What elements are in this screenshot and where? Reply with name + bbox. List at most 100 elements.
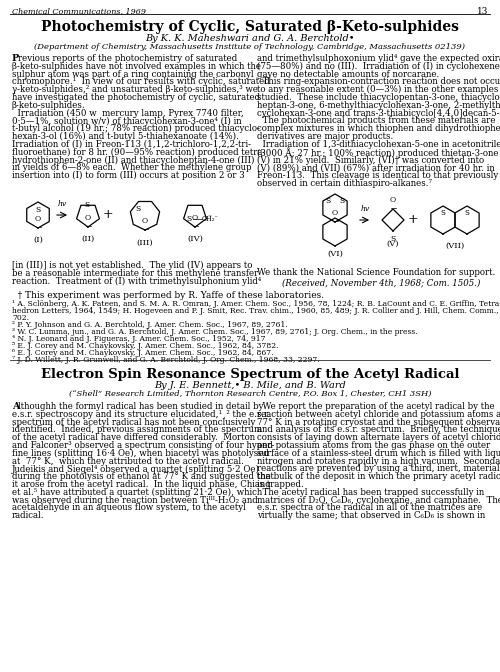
Text: A: A [12, 402, 20, 411]
Text: O: O [85, 214, 91, 222]
Text: Irradiation of (I) in Freon-113 (1,1,2-trichloro-1,2,2-tri-: Irradiation of (I) in Freon-113 (1,1,2-t… [12, 140, 251, 149]
Text: gave no detectable amounts of norcarane.: gave no detectable amounts of norcarane. [257, 70, 440, 79]
Text: fine lines (splitting 16·4 Oe), when biacetyl was photolysed: fine lines (splitting 16·4 Oe), when bia… [12, 449, 269, 458]
Text: ³ W. C. Lumma, jun., and G. A. Berchtold, J. Amer. Chem. Soc., 1967, 89, 2761; J: ³ W. C. Lumma, jun., and G. A. Berchtold… [12, 328, 418, 336]
Text: (3000 Å; 27 hr.; 100% reaction) produced thietan-3-one: (3000 Å; 27 hr.; 100% reaction) produced… [257, 148, 498, 159]
Text: derivatives are major products.: derivatives are major products. [257, 132, 393, 141]
Text: acetaldehyde in an aqueous flow system, to the acetyl: acetaldehyde in an aqueous flow system, … [12, 503, 246, 512]
Text: [in (III)] is not yet established.  The ylid (IV) appears to: [in (III)] is not yet established. The y… [12, 261, 252, 270]
Text: S: S [464, 209, 469, 217]
Text: the bulk of the deposit in which the primary acetyl radical: the bulk of the deposit in which the pri… [257, 472, 500, 481]
Text: cyclohexan-3-one and trans-3-thiabicyclo[4,4,0]decan-5-one.: cyclohexan-3-one and trans-3-thiabicyclo… [257, 109, 500, 118]
Text: lthoughh the formyl radical has been studied in detail by: lthoughh the formyl radical has been stu… [18, 402, 264, 411]
Text: is trapped.: is trapped. [257, 480, 304, 489]
Text: ² P. Y. Johnson and G. A. Berchtold, J. Amer. Chem. Soc., 1967, 89, 2761.: ² P. Y. Johnson and G. A. Berchtold, J. … [12, 321, 288, 329]
Text: matrices of D₂O, C₆D₆, cyclohexane, and camphane.  The: matrices of D₂O, C₆D₆, cyclohexane, and … [257, 496, 500, 505]
Text: (VI): (VI) [327, 250, 343, 258]
Text: S: S [325, 197, 330, 205]
Text: † This experiment was performed by R. Yaffe of these laboratories.: † This experiment was performed by R. Ya… [12, 291, 324, 300]
Text: +: + [408, 214, 418, 226]
Text: This ring-expansion-contraction reaction does not occur: This ring-expansion-contraction reaction… [257, 77, 500, 87]
Text: and analysis of its e.s.r. spectrum.  Briefly, the technique,⁶: and analysis of its e.s.r. spectrum. Bri… [257, 425, 500, 434]
Text: Freon-113.  This cleavage is identical to that previously: Freon-113. This cleavage is identical to… [257, 171, 498, 180]
Text: virtually the same; that observed in C₆D₆ is shown in: virtually the same; that observed in C₆D… [257, 511, 485, 520]
Text: γ-keto-sulphides,² and unsaturated β-keto-sulphides,³ we: γ-keto-sulphides,² and unsaturated β-ket… [12, 85, 258, 94]
Text: fluoroethane) for 8 hr. (90—95% reaction) produced tetra-: fluoroethane) for 8 hr. (90—95% reaction… [12, 148, 265, 157]
Text: O: O [35, 215, 41, 223]
Text: have investigated the photochemistry of cyclic, saturated: have investigated the photochemistry of … [12, 93, 260, 102]
Text: consists of laying down alternate layers of acetyl chloride: consists of laying down alternate layers… [257, 433, 500, 442]
Text: reactions are prevented by using a third, inert, material as: reactions are prevented by using a third… [257, 464, 500, 473]
Text: S: S [36, 206, 41, 214]
Text: was observed during the reaction between Tiᴵᴵᴵ-H₂O₂ and: was observed during the reaction between… [12, 496, 258, 505]
Text: nitrogen and rotates rapidly in a high vacuum.  Secondary: nitrogen and rotates rapidly in a high v… [257, 456, 500, 466]
Text: hedron Letters, 1964, 1549; H. Hogeveen and P. J. Smit, Rec. Trav. chim., 1960, : hedron Letters, 1964, 1549; H. Hogeveen … [12, 307, 500, 315]
Text: ⁷ J. D. Willett, J. R. Grunwell, and G. A. Berchtold, J. Org. Chem., 1968, 33, 2: ⁷ J. D. Willett, J. R. Grunwell, and G. … [12, 356, 320, 364]
Text: it arose from the acetyl radical.  In the liquid phase, Chiang: it arose from the acetyl radical. In the… [12, 480, 271, 489]
Text: and potassium atoms from the gas phase on the outer: and potassium atoms from the gas phase o… [257, 441, 490, 450]
Text: et al.⁵ have attributed a quartet (splitting 21·2 Oe), which: et al.⁵ have attributed a quartet (split… [12, 488, 262, 497]
Text: Photochemistry of Cyclic, Saturated β-Keto-sulphides: Photochemistry of Cyclic, Saturated β-Ke… [41, 20, 459, 34]
Text: in yields of 6—8% each.  Whether the methylene group: in yields of 6—8% each. Whether the meth… [12, 163, 252, 172]
Text: O: O [332, 209, 338, 217]
Text: (III): (III) [136, 239, 154, 247]
Text: observed in certain dithiaspiro-alkanes.⁷: observed in certain dithiaspiro-alkanes.… [257, 179, 432, 187]
Text: +: + [102, 208, 114, 222]
Text: By K. K. Maheshwari and G. A. Berchtold•: By K. K. Maheshwari and G. A. Berchtold• [145, 34, 355, 43]
Text: O: O [192, 214, 198, 222]
Text: complex mixtures in which thiophen and dihydrothiophen: complex mixtures in which thiophen and d… [257, 124, 500, 133]
Text: β-keto-sulphides.: β-keto-sulphides. [12, 101, 86, 110]
Text: and Falconer³ observed a spectrum consisting of four hyper-: and Falconer³ observed a spectrum consis… [12, 441, 274, 450]
Text: (IV): (IV) [187, 235, 203, 243]
Text: P: P [12, 54, 19, 63]
Text: (V): (V) [387, 240, 399, 248]
Text: ⁴ N. J. Leonard and J. Figueras, J. Amer. Chem. Soc., 1952, 74, 917: ⁴ N. J. Leonard and J. Figueras, J. Amer… [12, 335, 266, 343]
Text: S: S [390, 235, 396, 243]
Text: hv: hv [360, 205, 370, 213]
Text: heptan-3-one, 6-methylthiacyclohexan-3-one, 2-methylthia-: heptan-3-one, 6-methylthiacyclohexan-3-o… [257, 101, 500, 110]
Text: The photochemical products from these materials are: The photochemical products from these ma… [257, 116, 496, 126]
Text: O: O [390, 196, 396, 204]
Text: S: S [186, 215, 192, 222]
Text: CH̅₂⁻: CH̅₂⁻ [202, 215, 218, 222]
Text: 13: 13 [476, 7, 488, 16]
Text: surface of a stainless-steel drum which is filled with liquid: surface of a stainless-steel drum which … [257, 449, 500, 458]
Text: (Received, November 4th, 1968; Com. 1505.): (Received, November 4th, 1968; Com. 1505… [282, 278, 480, 287]
Text: e.s.r. spectra of the radical in all of the matrices are: e.s.r. spectra of the radical in all of … [257, 503, 482, 512]
Text: hydrothiophen-2-one (II) and thiacycloheptan-4-one (III): hydrothiophen-2-one (II) and thiacyclohe… [12, 155, 254, 165]
Text: identified.  Indeed, previous assignments of the spectrum: identified. Indeed, previous assignments… [12, 425, 262, 434]
Text: (V) in 21% yield.  Similarly, (VI)† was converted into: (V) in 21% yield. Similarly, (VI)† was c… [257, 155, 484, 165]
Text: of the acetyl radical have differed considerably.  Morton: of the acetyl radical have differed cons… [12, 433, 255, 442]
Text: (Department of Chemistry, Massachusetts Institute of Technology, Cambridge, Mass: (Department of Chemistry, Massachusetts … [34, 43, 466, 51]
Text: By J. E. Bennett,• B. Mile, and B. Ward: By J. E. Bennett,• B. Mile, and B. Ward [154, 381, 346, 390]
Text: radical.: radical. [12, 511, 44, 520]
Text: Chemical Communications, 1969: Chemical Communications, 1969 [12, 7, 146, 15]
Text: Irradiation of 1,3-dithiacyclohexan-5-one in acetonitrile: Irradiation of 1,3-dithiacyclohexan-5-on… [257, 140, 500, 149]
Text: 0·5—1%, solution w/v) of thiacyclohexan-3-one⁴ (I) in: 0·5—1%, solution w/v) of thiacyclohexan-… [12, 116, 241, 126]
Text: (VII): (VII) [446, 242, 464, 250]
Text: hexan-3-ol (16%) and t-butyl 5-thiahexanoate (14%).: hexan-3-ol (16%) and t-butyl 5-thiahexan… [12, 132, 239, 141]
Text: Electron Spin Resonance Spectrum of the Acetyl Radical: Electron Spin Resonance Spectrum of the … [41, 368, 459, 381]
Text: (75—80%) and no (III).  Irradiation of (I) in cyclohexene: (75—80%) and no (III). Irradiation of (I… [257, 62, 500, 71]
Text: reaction.  Treatment of (I) with trimethylsulphonium ylid⁴: reaction. Treatment of (I) with trimethy… [12, 277, 261, 286]
Text: studied.  These include thiacyclopentan-3-one, thiacyclo-: studied. These include thiacyclopentan-3… [257, 93, 500, 102]
Text: during the photolysis of ethanol at 77° K and suggested that: during the photolysis of ethanol at 77° … [12, 472, 274, 481]
Text: Judeikis and Siegel⁴ observed a quartet (splitting 5·2 Oe): Judeikis and Siegel⁴ observed a quartet … [12, 464, 260, 474]
Text: and trimethylsulphoxonium ylid⁴ gave the expected oxiran: and trimethylsulphoxonium ylid⁴ gave the… [257, 54, 500, 63]
Text: ¹ A. Sclönberg, A. K. Fateen, and S. M. A. R. Omran, J. Amer. Chem. Soc., 1956, : ¹ A. Sclönberg, A. K. Fateen, and S. M. … [12, 300, 500, 308]
Text: Irradiation (450 w  mercury lamp, Pyrex 7740 filter,: Irradiation (450 w mercury lamp, Pyrex 7… [12, 109, 244, 118]
Text: (I): (I) [33, 236, 43, 244]
Text: to any reasonable extent (0—3%) in the other examples: to any reasonable extent (0—3%) in the o… [257, 85, 498, 94]
Text: (“Shell” Research Limited, Thornton Research Centre, P.O. Box 1, Chester, CH1 3S: (“Shell” Research Limited, Thornton Rese… [69, 390, 431, 398]
Text: hv: hv [58, 200, 66, 208]
Text: S: S [136, 206, 141, 214]
Text: sulphur atom was part of a ring containing the carbonyl: sulphur atom was part of a ring containi… [12, 70, 254, 79]
Text: O: O [142, 217, 148, 225]
Text: 702.: 702. [12, 314, 29, 322]
Text: (V) (89%) and (VII) (67%) after irradiation for 40 hr. in: (V) (89%) and (VII) (67%) after irradiat… [257, 163, 495, 172]
Text: ⁶ E. J. Corey and M. Chaykovsky, J. Amer. Chem. Soc., 1962, 84, 867.: ⁶ E. J. Corey and M. Chaykovsky, J. Amer… [12, 349, 274, 357]
Text: ⁵ E. J. Corey and M. Chaykovsky, J. Amer. Chem. Soc., 1962, 84, 3782.: ⁵ E. J. Corey and M. Chaykovsky, J. Amer… [12, 342, 278, 350]
Text: revious reports of the photochemistry of saturated: revious reports of the photochemistry of… [18, 54, 238, 63]
Text: S: S [340, 197, 345, 205]
Text: at  77° K,  which they attributed to the acetyl radical.: at 77° K, which they attributed to the a… [12, 456, 244, 466]
